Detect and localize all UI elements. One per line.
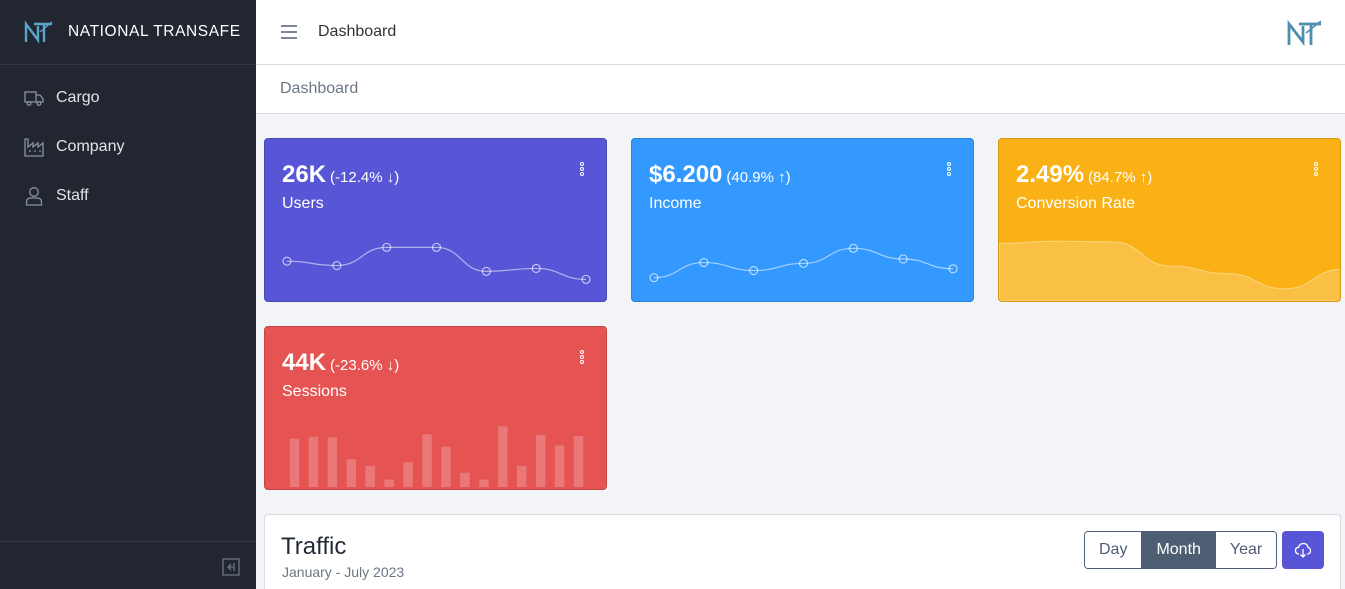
more-vertical-icon[interactable]: [578, 161, 586, 177]
range-month-button[interactable]: Month: [1141, 532, 1215, 568]
collapse-sidebar-icon[interactable]: [222, 558, 240, 576]
sparkline-point: [332, 260, 342, 271]
sparkline-point: [798, 258, 809, 268]
hamburger-icon[interactable]: [280, 24, 298, 40]
sparkline-point: [649, 273, 659, 283]
bar: [516, 465, 527, 487]
sidebar-item-label: Cargo: [56, 88, 100, 106]
bar: [479, 479, 489, 487]
bar: [441, 446, 451, 487]
sidebar-item-staff[interactable]: Staff: [0, 171, 256, 220]
sparkline-point: [282, 256, 292, 266]
widget-delta: (-12.4% ↓): [330, 169, 400, 186]
traffic-range-toggle: Day Month Year: [1084, 531, 1278, 569]
sparkline-point: [898, 254, 908, 264]
sparkline-point: [699, 258, 709, 268]
users-sparkline: [282, 242, 591, 284]
widget-value: $6.200 (40.9% ↑): [649, 161, 791, 189]
range-year-button[interactable]: Year: [1214, 532, 1277, 568]
header: Dashboard: [256, 0, 1345, 65]
sidebar: NATIONAL TRANSAFE Cargo Company Staff: [0, 0, 256, 589]
sparkline-point: [382, 242, 392, 252]
sparkline-point: [581, 274, 591, 284]
bar: [422, 434, 432, 487]
widget-label: Sessions: [282, 383, 347, 400]
cloud-download-icon: [1294, 542, 1312, 558]
range-day-button[interactable]: Day: [1085, 532, 1142, 568]
widget-conversion-rate: 2.49% (84.7% ↑) Conversion Rate: [998, 138, 1341, 302]
sparkline-point: [431, 242, 442, 252]
sidebar-item-label: Staff: [56, 186, 89, 204]
bar: [308, 436, 319, 487]
breadcrumb: Dashboard: [256, 65, 1345, 114]
conversion-area-chart: [999, 240, 1340, 301]
sparkline-series: [653, 247, 954, 279]
more-vertical-icon[interactable]: [578, 349, 586, 365]
bar: [327, 437, 338, 487]
sidebar-item-cargo[interactable]: Cargo: [0, 73, 256, 122]
factory-icon: [24, 137, 44, 157]
bar: [289, 438, 300, 487]
truck-icon: [24, 88, 44, 108]
traffic-date-range: January - July 2023: [282, 564, 405, 580]
widget-value: 26K (-12.4% ↓): [282, 161, 399, 189]
widget-delta: (84.7% ↑): [1088, 169, 1153, 186]
widget-label: Income: [649, 195, 702, 212]
sidebar-item-label: Company: [56, 137, 125, 155]
user-icon: [24, 186, 44, 206]
sparkline-point: [749, 266, 759, 276]
traffic-card: Traffic January - July 2023 Day Month Ye…: [264, 514, 1341, 589]
widget-value: 2.49% (84.7% ↑): [1016, 161, 1152, 189]
header-title[interactable]: Dashboard: [318, 23, 397, 40]
widget-value-text: 26K: [282, 161, 327, 188]
widget-label: Users: [282, 195, 324, 212]
widget-value: 44K (-23.6% ↓): [282, 349, 399, 377]
sparkline-point: [948, 264, 958, 274]
widget-sessions: 44K (-23.6% ↓) Sessions: [264, 326, 607, 490]
sidebar-nav: Cargo Company Staff: [0, 73, 256, 220]
bar: [535, 434, 546, 487]
widget-delta: (40.9% ↑): [726, 169, 791, 186]
widget-income: $6.200 (40.9% ↑) Income: [631, 138, 974, 302]
brand-name: NATIONAL TRANSAFE: [68, 23, 241, 40]
header-logo-icon[interactable]: [1287, 19, 1323, 47]
more-vertical-icon[interactable]: [1312, 161, 1320, 177]
widget-delta: (-23.6% ↓): [330, 357, 400, 374]
area-series: [999, 240, 1340, 301]
sparkline-point: [531, 263, 541, 274]
bar: [498, 426, 508, 487]
widget-users: 26K (-12.4% ↓) Users: [264, 138, 607, 302]
traffic-title: Traffic: [281, 533, 347, 560]
widget-value-text: 44K: [282, 349, 327, 376]
bar: [365, 465, 375, 487]
sparkline-point: [848, 243, 858, 253]
bar: [346, 459, 357, 487]
brand[interactable]: NATIONAL TRANSAFE: [0, 0, 256, 65]
sessions-bar-chart: [289, 426, 584, 487]
widget-value-text: $6.200: [649, 161, 723, 188]
sidebar-footer: [0, 541, 256, 589]
main-content: 26K (-12.4% ↓) Users $6.200 (40.9% ↑) Inco…: [256, 114, 1345, 589]
widget-label: Conversion Rate: [1016, 195, 1136, 212]
widget-value-text: 2.49%: [1016, 161, 1085, 188]
sparkline-series: [286, 246, 587, 280]
bar: [403, 462, 413, 487]
bar: [460, 472, 470, 487]
more-vertical-icon[interactable]: [945, 161, 953, 177]
income-sparkline: [649, 243, 958, 283]
sidebar-item-company[interactable]: Company: [0, 122, 256, 171]
breadcrumb-item-dashboard: Dashboard: [280, 80, 359, 97]
bar: [573, 436, 584, 487]
bar: [554, 445, 565, 487]
bar: [384, 479, 394, 487]
download-button[interactable]: [1282, 531, 1324, 569]
brand-logo-icon: [24, 20, 53, 44]
sparkline-point: [481, 266, 491, 276]
